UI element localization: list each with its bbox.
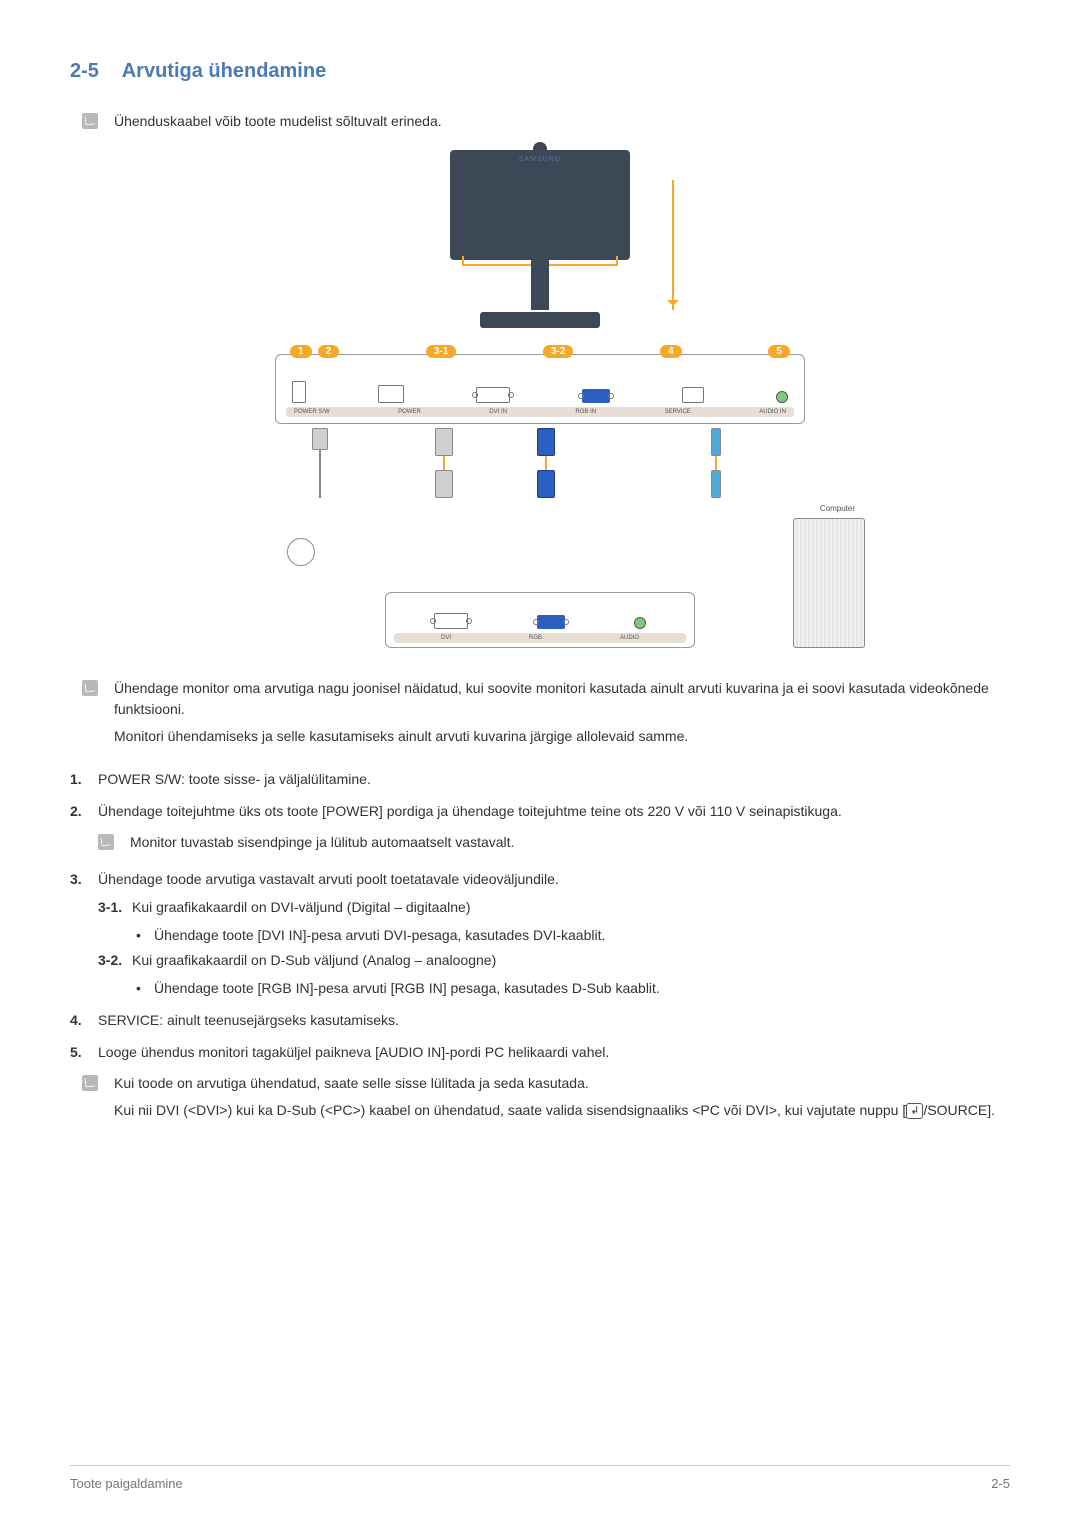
pc-label-audio: AUDIO bbox=[620, 635, 639, 641]
down-arrow-icon bbox=[672, 180, 674, 310]
step-5: Looge ühendus monitori tagaküljel paikne… bbox=[70, 1042, 1010, 1064]
computer-icon bbox=[793, 518, 865, 648]
computer-label: Computer bbox=[820, 504, 855, 513]
wall-outlet-icon bbox=[287, 538, 315, 566]
callout-3-1: 3-1 bbox=[426, 345, 456, 358]
audio-plug-bottom-icon bbox=[711, 470, 721, 498]
port-power-sw bbox=[292, 381, 306, 403]
pc-panel-labels: DVI RGB AUDIO bbox=[394, 633, 686, 643]
monitor-brand: SAMSUNG bbox=[519, 156, 561, 163]
callout-3-2: 3-2 bbox=[543, 345, 573, 358]
pc-port-audio bbox=[634, 617, 646, 629]
dvi-plug-bottom-icon bbox=[435, 470, 453, 498]
label-power-sw: POWER S/W bbox=[294, 409, 330, 415]
port-power bbox=[378, 385, 404, 403]
monitor-illustration: SAMSUNG bbox=[430, 150, 650, 340]
step-2-note-text: Monitor tuvastab sisendpinge ja lülitub … bbox=[130, 832, 1010, 853]
pc-label-dvi: DVI bbox=[441, 635, 451, 641]
step-3: Ühendage toode arvutiga vastavalt arvuti… bbox=[70, 869, 1010, 999]
audio-plug-icon bbox=[711, 428, 721, 456]
callout-4: 4 bbox=[660, 345, 682, 358]
end-note-p2b: /SOURCE]. bbox=[923, 1102, 995, 1118]
power-cable bbox=[311, 428, 329, 498]
audio-wire bbox=[715, 456, 717, 470]
step-2-text: Ühendage toitejuhtme üks ots toote [POWE… bbox=[98, 803, 842, 819]
intro-note-text: Ühenduskaabel võib toote mudelist sõltuv… bbox=[114, 111, 1010, 132]
callout-1: 1 bbox=[290, 345, 312, 358]
callout-row: 1 2 3-1 3-2 4 5 bbox=[276, 345, 804, 358]
footer-left: Toote paigaldamine bbox=[70, 1476, 183, 1491]
step-3-1-text: Kui graafikakaardil on DVI-väljund (Digi… bbox=[132, 899, 471, 915]
end-note-p1: Kui toode on arvutiga ühendatud, saate s… bbox=[114, 1073, 1010, 1094]
step-3-2-num: 3-2. bbox=[98, 950, 122, 972]
rgb-plug-bottom-icon bbox=[537, 470, 555, 498]
monitor-screen: SAMSUNG bbox=[450, 150, 630, 260]
port-rgb bbox=[582, 389, 610, 403]
power-wire bbox=[319, 450, 321, 498]
section-title: Arvutiga ühendamine bbox=[122, 60, 326, 82]
intro-note: Ühenduskaabel võib toote mudelist sõltuv… bbox=[82, 111, 1010, 132]
panel-labels: POWER S/W POWER DVI IN RGB IN SERVICE AU… bbox=[286, 407, 794, 417]
rgb-cable bbox=[537, 428, 555, 498]
step-3-2: 3-2. Kui graafikakaardil on D-Sub väljun… bbox=[98, 950, 1010, 972]
rear-panel: 1 2 3-1 3-2 4 5 POWER S/W POWER DVI IN R… bbox=[275, 354, 805, 424]
note-icon bbox=[82, 680, 98, 696]
steps-list: POWER S/W: toote sisse- ja väljalülitami… bbox=[70, 769, 1010, 1063]
callout-2: 2 bbox=[318, 345, 340, 358]
dvi-plug-icon bbox=[435, 428, 453, 456]
after-diagram-note-text: Ühendage monitor oma arvutiga nagu jooni… bbox=[114, 678, 1010, 753]
label-dvi: DVI IN bbox=[489, 409, 507, 415]
port-service bbox=[682, 387, 704, 403]
port-dvi bbox=[476, 387, 510, 403]
step-3-1-num: 3-1. bbox=[98, 897, 122, 919]
after-diagram-p2: Monitori ühendamiseks ja selle kasutamis… bbox=[114, 726, 1010, 747]
footer-right: 2-5 bbox=[991, 1476, 1010, 1491]
note-icon bbox=[82, 1075, 98, 1091]
power-plug-icon bbox=[312, 428, 328, 450]
monitor-base bbox=[480, 312, 600, 328]
step-3-2-bullet: Ühendage toote [RGB IN]-pesa arvuti [RGB… bbox=[132, 978, 1010, 1000]
label-service: SERVICE bbox=[665, 409, 691, 415]
source-key-icon: ↲ bbox=[906, 1103, 923, 1119]
pc-port-dvi bbox=[434, 613, 468, 629]
audio-cable bbox=[707, 428, 725, 498]
port-audio bbox=[776, 391, 788, 403]
dvi-wire bbox=[443, 456, 445, 470]
end-note-text: Kui toode on arvutiga ühendatud, saate s… bbox=[114, 1073, 1010, 1127]
step-1: POWER S/W: toote sisse- ja väljalülitami… bbox=[70, 769, 1010, 791]
note-icon bbox=[82, 113, 98, 129]
rgb-wire bbox=[545, 456, 547, 470]
note-icon bbox=[98, 834, 114, 850]
connection-diagram: SAMSUNG 1 2 3-1 3-2 4 5 POWER S/W bbox=[70, 150, 1010, 648]
pc-label-rgb: RGB bbox=[529, 635, 542, 641]
label-audio: AUDIO IN bbox=[759, 409, 786, 415]
page-footer: Toote paigaldamine 2-5 bbox=[70, 1465, 1010, 1491]
pc-panel: DVI RGB AUDIO bbox=[385, 592, 695, 648]
step-3-text: Ühendage toode arvutiga vastavalt arvuti… bbox=[98, 871, 559, 887]
label-power: POWER bbox=[398, 409, 421, 415]
cable-area: Computer DVI RGB AUDIO bbox=[275, 428, 805, 648]
step-2: Ühendage toitejuhtme üks ots toote [POWE… bbox=[70, 801, 1010, 854]
pc-port-rgb bbox=[537, 615, 565, 629]
end-note-p2a: Kui nii DVI (<DVI>) kui ka D-Sub (<PC>) … bbox=[114, 1102, 906, 1118]
end-note-p2: Kui nii DVI (<DVI>) kui ka D-Sub (<PC>) … bbox=[114, 1100, 1010, 1121]
end-note: Kui toode on arvutiga ühendatud, saate s… bbox=[82, 1073, 1010, 1127]
step-3-1: 3-1. Kui graafikakaardil on DVI-väljund … bbox=[98, 897, 1010, 919]
step-3-2-text: Kui graafikakaardil on D-Sub väljund (An… bbox=[132, 952, 496, 968]
step-4: SERVICE: ainult teenusejärgseks kasutami… bbox=[70, 1010, 1010, 1032]
callout-5: 5 bbox=[768, 345, 790, 358]
monitor-stand bbox=[531, 260, 549, 310]
label-rgb: RGB IN bbox=[575, 409, 596, 415]
section-heading: 2-5 Arvutiga ühendamine bbox=[70, 60, 1010, 83]
after-diagram-p1: Ühendage monitor oma arvutiga nagu jooni… bbox=[114, 678, 1010, 720]
dvi-cable bbox=[435, 428, 453, 498]
step-3-1-bullet: Ühendage toote [DVI IN]-pesa arvuti DVI-… bbox=[132, 925, 1010, 947]
after-diagram-note: Ühendage monitor oma arvutiga nagu jooni… bbox=[82, 678, 1010, 753]
rgb-plug-icon bbox=[537, 428, 555, 456]
section-number: 2-5 bbox=[70, 60, 99, 82]
step-2-note: Monitor tuvastab sisendpinge ja lülitub … bbox=[98, 832, 1010, 853]
